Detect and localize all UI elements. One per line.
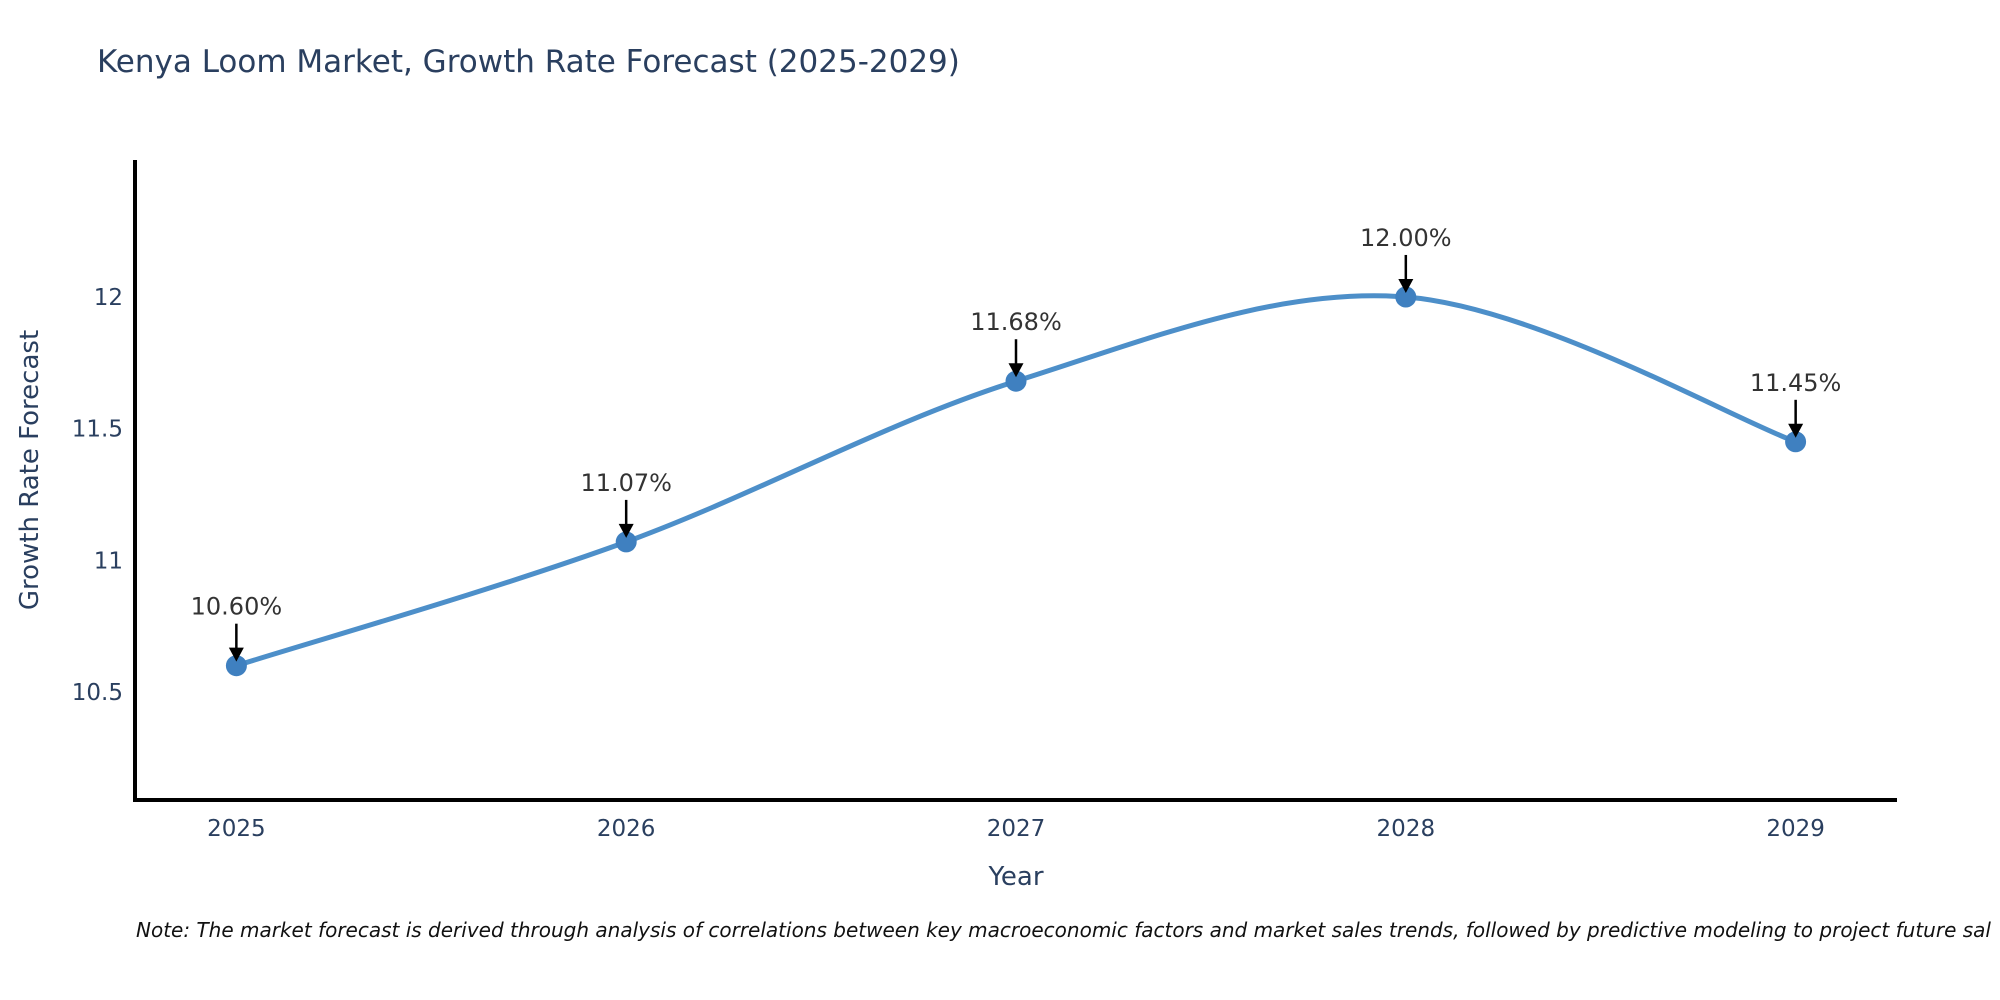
label-arrow-head-icon xyxy=(228,647,244,662)
x-tick-labels: 2025 2026 2027 2028 2029 xyxy=(207,816,1825,842)
y-tick-label: 10.5 xyxy=(72,680,123,706)
point-label: 11.45% xyxy=(1750,369,1842,397)
x-tick-label: 2025 xyxy=(207,816,266,842)
y-tick-labels: 10.5 11 11.5 12 xyxy=(72,285,123,706)
x-tick-label: 2029 xyxy=(1766,816,1825,842)
x-tick-label: 2027 xyxy=(987,816,1046,842)
data-point xyxy=(615,531,637,553)
y-tick-label: 12 xyxy=(94,285,123,311)
series-growth-rate xyxy=(225,286,1807,677)
label-arrow-head-icon xyxy=(1008,363,1024,378)
label-arrow-head-icon xyxy=(618,523,634,538)
point-label: 11.68% xyxy=(970,308,1062,336)
point-label: 12.00% xyxy=(1360,224,1452,252)
point-label: 10.60% xyxy=(191,593,283,621)
data-point xyxy=(1395,286,1417,308)
footnote: Note: The market forecast is derived thr… xyxy=(136,918,1991,942)
point-annotations: 10.60% 11.07% 11.68% 12.00% 11.45% xyxy=(191,224,1842,662)
data-point xyxy=(1005,370,1027,392)
y-tick-label: 11.5 xyxy=(72,417,123,443)
label-arrow-head-icon xyxy=(1398,278,1414,293)
label-arrow-head-icon xyxy=(1788,423,1804,438)
axes xyxy=(133,160,1897,802)
x-axis-title: Year xyxy=(988,862,1044,892)
y-tick-label: 11 xyxy=(94,548,123,574)
y-axis-title: Growth Rate Forecast xyxy=(15,329,45,611)
x-tick-label: 2026 xyxy=(597,816,656,842)
data-point xyxy=(225,655,247,677)
data-point xyxy=(1785,431,1807,453)
point-label: 11.07% xyxy=(580,469,672,497)
x-tick-label: 2028 xyxy=(1377,816,1436,842)
chart-title: Kenya Loom Market, Growth Rate Forecast … xyxy=(97,44,960,80)
